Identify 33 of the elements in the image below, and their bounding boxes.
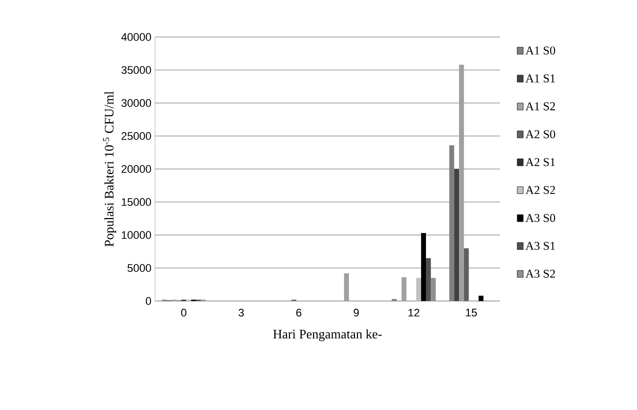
x-tick-label: 12 (408, 308, 420, 316)
bar (478, 296, 484, 301)
y-tick-label: 35000 (121, 66, 152, 74)
y-tick-label: 40000 (121, 33, 152, 41)
y-axis-title: Populasi Bakteri 10$^{-5}$ CFU/ml (103, 91, 116, 247)
bar (416, 278, 422, 301)
x-tick-label: 0 (181, 308, 186, 317)
x-tick-label: 15 (466, 308, 477, 316)
legend-label: A2 S0 (525, 130, 556, 138)
x-axis-title: Hari Pengamatan ke- (273, 329, 382, 342)
legend-label: A1 S1 (525, 74, 555, 82)
legend-label: A3 S2 (525, 270, 555, 278)
x-tick-label: 6 (296, 308, 302, 317)
y-tick-label: 25000 (122, 132, 152, 140)
y-tick-label: 20000 (122, 165, 152, 173)
y-tick-label: 5000 (128, 264, 152, 272)
y-tick-label: 10000 (122, 231, 152, 239)
legend-label: A2 S1 (525, 158, 555, 166)
legend-label: A3 S0 (525, 214, 556, 222)
y-tick-label: 0 (146, 297, 152, 305)
bar (464, 248, 469, 301)
x-tick-label: 9 (354, 308, 359, 317)
x-tick-label: 3 (238, 308, 244, 317)
legend-label: A3 S1 (525, 242, 555, 250)
legend-label: A1 S2 (525, 102, 555, 110)
bar (449, 145, 454, 301)
bar (421, 233, 426, 301)
legend-label: A2 S2 (525, 186, 555, 194)
legend-label: A1 S0 (525, 46, 556, 55)
bar (454, 169, 460, 301)
y-tick-label: 30000 (121, 99, 152, 107)
y-tick-label: 15000 (122, 198, 152, 206)
bar (426, 258, 431, 301)
